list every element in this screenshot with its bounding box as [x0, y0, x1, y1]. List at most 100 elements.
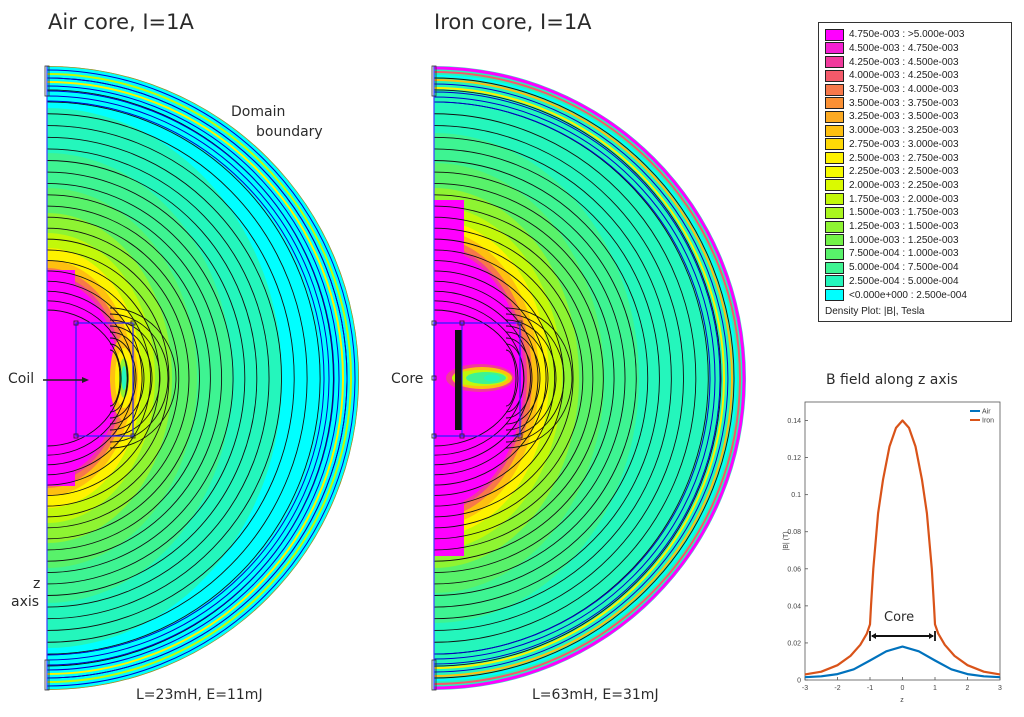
chart-legend-label: Iron	[982, 418, 994, 425]
flux-line	[47, 280, 143, 476]
iron-core-result: L=63mH, E=31mJ	[532, 687, 659, 703]
y-tick-label: 0	[797, 678, 801, 685]
flux-line	[47, 148, 270, 608]
series-line-air	[804, 645, 1001, 679]
legend-entry: 3.000e-003 : 3.250e-003	[825, 124, 959, 138]
coil-label: Coil	[8, 371, 35, 387]
flux-line	[47, 136, 282, 620]
flux-line	[109, 337, 137, 419]
flux-line	[47, 205, 211, 551]
legend-label: 3.750e-003 : 4.000e-003	[849, 84, 959, 96]
flux-line	[434, 309, 519, 447]
flux-line	[434, 205, 604, 551]
flux-line	[47, 125, 295, 631]
x-axis-label: z	[900, 697, 904, 704]
flux-line	[434, 183, 626, 573]
flux-line	[434, 148, 660, 608]
flux-line	[47, 300, 128, 456]
air-core-result: L=23mH, E=11mJ	[136, 687, 263, 703]
y-tick-label: 0.02	[787, 640, 801, 647]
legend-swatch	[825, 124, 844, 137]
flux-line	[47, 183, 234, 573]
x-tick-label: -3	[802, 685, 808, 692]
legend-swatch	[825, 220, 844, 233]
legend-entry: 5.000e-004 : 7.500e-004	[825, 261, 959, 275]
legend-entry: 2.750e-003 : 3.000e-003	[825, 138, 959, 152]
y-tick-label: 0.08	[787, 529, 801, 536]
y-tick-label: 0.06	[787, 566, 801, 573]
series-line-iron	[804, 419, 1001, 676]
legend-label: 2.500e-003 : 2.750e-003	[849, 152, 959, 164]
legend-entry: 1.750e-003 : 2.000e-003	[825, 192, 959, 206]
legend-entry: 4.750e-003 : >5.000e-003	[825, 28, 964, 42]
flux-line	[47, 227, 190, 529]
density-legend: 4.750e-003 : >5.000e-003 4.500e-003 : 4.7…	[818, 22, 1012, 322]
legend-swatch	[825, 247, 844, 260]
flux-line	[109, 331, 145, 425]
core-span-arrow	[869, 631, 936, 641]
flux-line	[505, 325, 549, 431]
flux-line	[47, 89, 334, 667]
bottom-boundary-nodes	[431, 659, 437, 691]
legend-label: 4.750e-003 : >5.000e-003	[849, 29, 965, 41]
legend-entry: 7.500e-004 : 1.000e-003	[825, 247, 959, 261]
legend-swatch	[825, 56, 844, 69]
x-tick-label: 1	[933, 685, 937, 692]
x-tick-label: 3	[998, 685, 1002, 692]
legend-swatch	[825, 289, 844, 302]
top-boundary-nodes	[44, 65, 50, 97]
x-tick-label: 0	[901, 685, 905, 692]
legend-entry: 1.500e-003 : 1.750e-003	[825, 206, 959, 220]
z-axis-label-line2: axis	[11, 594, 40, 610]
legend-label: 4.000e-003 : 4.250e-003	[849, 70, 959, 82]
flux-line	[47, 160, 258, 596]
flux-line	[47, 249, 170, 507]
z-axis-label-line1: z	[33, 576, 41, 592]
legend-swatch	[825, 83, 844, 96]
legend-entry: 4.250e-003 : 4.500e-003	[825, 55, 959, 69]
domain-boundary-label-line1: Domain	[231, 104, 286, 120]
flux-line	[434, 89, 722, 667]
flux-line	[109, 307, 177, 449]
flux-line	[505, 313, 565, 443]
flux-line	[109, 325, 153, 431]
flux-line	[434, 290, 531, 466]
legend-entry: 1.250e-003 : 1.500e-003	[825, 220, 959, 234]
legend-footer: Density Plot: |B|, Tesla	[825, 306, 925, 317]
legend-entry: <0.000e+000 : 2.500e-004	[825, 288, 967, 302]
legend-entry: 2.250e-003 : 2.500e-003	[825, 165, 959, 179]
legend-label: 3.500e-003 : 3.750e-003	[849, 97, 959, 109]
flux-line	[434, 227, 584, 529]
legend-entry: 4.000e-003 : 4.250e-003	[825, 69, 959, 83]
y-tick-label: 0.04	[787, 603, 801, 610]
legend-label: 3.250e-003 : 3.500e-003	[849, 111, 959, 123]
legend-swatch	[825, 110, 844, 123]
legend-label: 1.500e-003 : 1.750e-003	[849, 207, 959, 219]
core-label: Core	[391, 371, 424, 387]
legend-label: 1.750e-003 : 2.000e-003	[849, 193, 959, 205]
flux-line	[47, 309, 122, 447]
legend-label: 3.000e-003 : 3.250e-003	[849, 125, 959, 137]
flux-line	[434, 216, 594, 540]
flux-line	[434, 270, 547, 486]
flux-line	[47, 238, 180, 518]
y-tick-label: 0.14	[787, 418, 801, 425]
flux-line	[47, 290, 135, 466]
y-axis-label: |B| (T)	[783, 531, 790, 550]
domain-boundary-label-line2: boundary	[256, 124, 323, 140]
legend-entry: 4.500e-003 : 4.750e-003	[825, 42, 959, 56]
flux-line	[434, 300, 524, 456]
legend-entry: 3.250e-003 : 3.500e-003	[825, 110, 959, 124]
legend-label: 2.500e-004 : 5.000e-004	[849, 275, 959, 287]
flux-line	[434, 160, 649, 596]
legend-swatch	[825, 261, 844, 274]
flux-line	[505, 319, 557, 437]
legend-swatch	[825, 152, 844, 165]
flux-line	[47, 171, 246, 585]
legend-label: 4.250e-003 : 4.500e-003	[849, 56, 959, 68]
legend-label: 1.000e-003 : 1.250e-003	[849, 234, 959, 246]
legend-entry: 2.500e-003 : 2.750e-003	[825, 151, 959, 165]
flux-line	[434, 280, 539, 476]
legend-swatch	[825, 69, 844, 82]
